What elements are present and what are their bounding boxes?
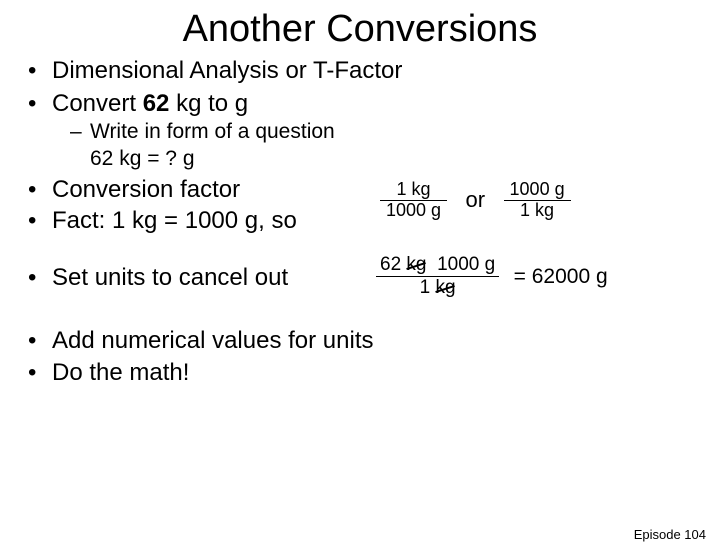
result-text: = 62000 g [514, 265, 608, 289]
bullet-dot: • [28, 88, 52, 119]
fraction-1: 1 kg 1000 g [380, 180, 447, 221]
content-area: • Dimensional Analysis or T-Factor • Con… [28, 55, 692, 388]
slide-title: Another Conversions [0, 8, 720, 51]
bullet-text: Fact: 1 kg = 1000 g, so [52, 205, 297, 236]
val2: 1000 [437, 254, 479, 275]
cancel-fraction-group: 62 kg 1000 g 1 kg = 62000 g [376, 254, 608, 299]
bullet-add-values: • Add numerical values for units [28, 325, 692, 356]
bullet-fact: • Fact: 1 kg = 1000 g, so [28, 205, 692, 236]
cancel-unit-kg: kg [406, 254, 426, 276]
bullet-text: Set units to cancel out [52, 262, 288, 293]
bullet-dot: • [28, 205, 52, 236]
bullet-do-math: • Do the math! [28, 357, 692, 388]
bullet-text: Convert 62 kg to g [52, 88, 248, 119]
cancel-den: 1 kg [376, 277, 499, 299]
val: 62 [380, 254, 401, 275]
bullet-dot: • [28, 55, 52, 86]
sub-line1: Write in form of a question [90, 120, 335, 143]
cancel-fraction: 62 kg 1000 g 1 kg [376, 254, 499, 299]
fraction-2: 1000 g 1 kg [504, 180, 571, 221]
bullet-dot: • [28, 325, 52, 356]
text-post: kg to g [169, 90, 248, 117]
sub-text: Write in form of a question 62 kg = ? g [90, 119, 335, 172]
dash-icon: – [70, 119, 90, 145]
bullet-dot: • [28, 262, 52, 293]
bullet-convert: • Convert 62 kg to g [28, 88, 692, 119]
bullet-text: Conversion factor [52, 174, 240, 205]
bullet-text: Do the math! [52, 357, 189, 388]
frac-den: 1000 g [380, 201, 447, 221]
or-text: or [466, 187, 486, 213]
sub-line2: 62 kg = ? g [90, 147, 195, 170]
val: 1 [420, 277, 431, 298]
sub-bullet-question: – Write in form of a question 62 kg = ? … [70, 119, 692, 172]
bullet-dot: • [28, 174, 52, 205]
fraction-group: 1 kg 1000 g or 1000 g 1 kg [380, 180, 571, 221]
bullet-conversion-factor: • Conversion factor [28, 174, 692, 205]
bullet-dot: • [28, 357, 52, 388]
bullet-text: Dimensional Analysis or T-Factor [52, 55, 402, 86]
text-bold: 62 [143, 90, 170, 117]
bullet-dimensional: • Dimensional Analysis or T-Factor [28, 55, 692, 86]
bullet-text: Add numerical values for units [52, 325, 374, 356]
frac-num: 1000 g [504, 180, 571, 201]
cancel-num: 62 kg 1000 g [376, 254, 499, 277]
frac-num: 1 kg [380, 180, 447, 201]
cancel-unit-kg-den: kg [435, 277, 455, 299]
text-pre: Convert [52, 90, 143, 117]
unit2: g [485, 254, 496, 275]
frac-den: 1 kg [504, 201, 571, 221]
